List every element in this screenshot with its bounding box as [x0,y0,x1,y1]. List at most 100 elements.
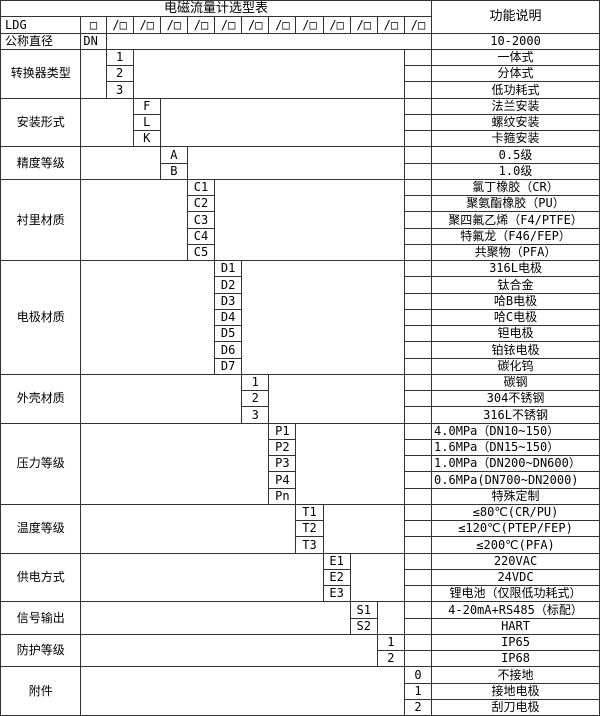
option-code: 3 [241,406,270,424]
trailing-cell [403,113,433,132]
option-code: P3 [268,454,297,473]
option-desc: ≤200℃(PFA) [431,536,600,554]
trailing-cell [403,584,433,603]
option-desc: 刮刀电极 [431,698,600,716]
trailing-cell [403,324,433,343]
section-label: 信号输出 [0,601,82,635]
option-code: 1 [403,682,433,700]
option-desc: 0.6MPa(DN700~DN2000) [431,471,600,489]
trailing-cell [403,633,433,652]
trailing-cell [403,162,433,180]
option-desc: 4-20mA+RS485（标配） [431,601,600,619]
option-desc: ≤120℃(PTEP/FEP) [431,519,600,538]
option-desc: 钽电极 [431,324,600,343]
option-desc: 氯丁橡胶（CR） [431,178,600,197]
section-label: 附件 [0,666,82,716]
trailing-cell [403,81,433,99]
section-label: 防护等级 [0,633,82,668]
option-code: B [159,162,188,180]
model-slot: /□ [105,16,134,34]
option-code: 2 [376,649,405,668]
option-desc: 分体式 [431,64,600,83]
model-slot: /□ [214,16,243,34]
option-desc: 钛合金 [431,276,600,294]
option-code: C4 [186,227,216,245]
trailing-cell [403,243,433,262]
section-label: 转换器类型 [0,48,82,99]
section-label: 温度等级 [0,503,82,554]
option-code: D2 [214,276,243,294]
section-label: 电极材质 [0,260,82,375]
trailing-cell [403,601,433,619]
function-column-header: 功能说明 [431,0,600,34]
option-desc: 304不锈钢 [431,389,600,408]
option-desc: 一体式 [431,48,600,67]
option-code: 1 [241,373,270,392]
trailing-cell [403,536,433,554]
gap-cell [80,146,161,180]
option-desc: 卡箍安装 [431,129,600,148]
option-code: E1 [322,552,351,570]
trailing-cell [403,292,433,310]
model-box: □ [80,16,107,34]
model-slot: /□ [376,16,405,34]
gap-cell [80,48,107,99]
option-code: D5 [214,324,243,343]
trailing-cell [403,259,433,278]
option-desc: 碳钢 [431,373,600,392]
section-label: 供电方式 [0,552,82,603]
option-code: D4 [214,308,243,327]
trailing-cell [403,194,433,213]
trailing-cell [403,422,433,440]
option-code: D6 [214,341,243,359]
option-desc: 特氟龙（F46/FEP） [431,227,600,245]
option-code: T2 [295,519,324,538]
option-desc: 聚四氟乙烯（F4/PTFE） [431,211,600,229]
gap-cell [295,422,405,505]
option-desc: 24VDC [431,568,600,587]
option-code: 2 [403,698,433,716]
section-label: 外壳材质 [0,373,82,424]
table-title: 电磁流量计选型表 [0,0,433,18]
trailing-cell [403,503,433,522]
option-desc: 316L电极 [431,259,600,278]
option-desc: 哈B电极 [431,292,600,310]
gap-cell [186,146,405,180]
option-desc: 1.0MPa（DN200~DN600） [431,454,600,473]
option-code: L [132,113,161,132]
model-prefix: LDG [0,16,82,34]
option-desc: 1.6MPa（DN15~150） [431,438,600,457]
trailing-cell [403,276,433,294]
option-desc: 螺纹安装 [431,113,600,132]
trailing-cell [403,471,433,489]
option-desc: 锂电池（仅限低功耗式） [431,584,600,603]
option-code: 1 [105,48,134,67]
option-desc: 低功耗式 [431,81,600,99]
option-desc: 0.5级 [431,146,600,164]
option-code: C5 [186,243,216,262]
option-desc: IP65 [431,633,600,652]
trailing-cell [403,438,433,457]
gap-cell [80,260,216,375]
option-code: P2 [268,438,297,457]
trailing-cell [403,227,433,245]
option-code: T1 [295,503,324,522]
section-label: 精度等级 [0,146,82,180]
trailing-cell [403,357,433,375]
section-label: 衬里材质 [0,178,82,262]
trailing-cell [403,129,433,148]
gap-cell [80,97,134,148]
option-code: C2 [186,194,216,213]
model-slot: /□ [295,16,324,34]
option-code: D3 [214,292,243,310]
trailing-cell [403,454,433,473]
option-code: D1 [214,259,243,278]
gap-cell [376,601,405,635]
trailing-cell [403,552,433,570]
option-code: DN [80,32,107,50]
option-code: S1 [349,601,378,619]
option-desc: 316L不锈钢 [431,406,600,424]
option-code: 3 [105,81,134,99]
gap-cell [80,373,243,424]
gap-cell [132,48,405,99]
